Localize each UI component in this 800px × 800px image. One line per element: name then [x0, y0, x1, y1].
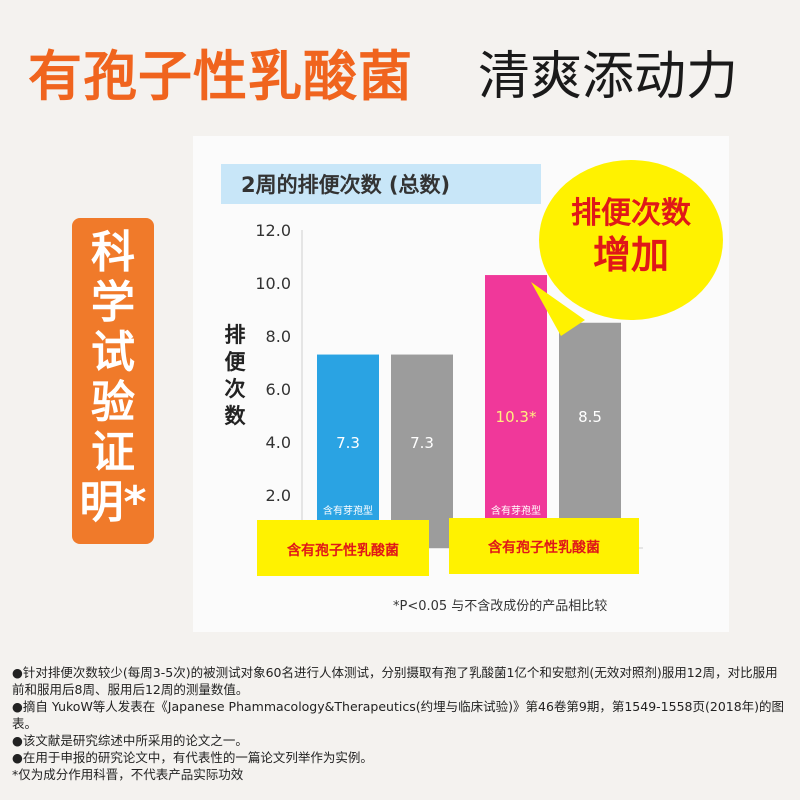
side-badge-text: 科学试验证明* [79, 227, 147, 528]
y-axis-label: 排便次数 [225, 323, 247, 428]
footnote-3: ●该文献是研究综述中所采用的论文之一。 [12, 733, 248, 748]
bar-tag-label: 含有芽孢型 [323, 504, 373, 517]
footnote-4: ●在用于申报的研究论文中，有代表性的一篇论文列举作为实例。 [12, 750, 373, 765]
footnote-2: ●摘自 YukoW等人发表在《Japanese Phammacology&The… [12, 699, 785, 731]
bar-value-label: 10.3* [496, 408, 537, 426]
y-axis-label-char: 排 [225, 323, 246, 347]
y-tick-label: 6.0 [266, 380, 291, 399]
callout-right-text: 含有孢子性乳酸菌 [488, 539, 600, 556]
y-tick-label: 12.0 [255, 221, 291, 240]
callout-left-box [257, 520, 429, 576]
bar-value-label: 7.3 [336, 434, 360, 452]
side-badge: 科学试验证明* [72, 218, 154, 544]
bar [559, 322, 621, 548]
bubble-line2: 增加 [593, 233, 669, 277]
y-tick-label: 8.0 [266, 327, 291, 346]
callout-left-text: 含有孢子性乳酸菌 [287, 542, 399, 559]
bar-value-label: 7.3 [410, 434, 434, 452]
chart-title: 2周的排便次数 (总数) [241, 173, 450, 197]
bar-tag-label: 含有芽孢型 [491, 504, 541, 517]
bubble-body [539, 160, 723, 320]
y-tick-label: 2.0 [266, 486, 291, 505]
footnote-1: ●针对排便次数较少(每周3-5次)的被测试对象60名进行人体测试，分别摄取有孢了… [12, 665, 778, 697]
headline-main: 有孢子性乳酸菌 [28, 45, 413, 108]
bubble-line1: 排便次数 [571, 196, 692, 231]
significance-note: *P<0.05 与不含改成份的产品相比较 [393, 598, 607, 614]
bar [485, 275, 547, 548]
callout-right-box [449, 518, 639, 574]
y-tick-label: 10.0 [255, 274, 291, 293]
y-axis-label-char: 次 [225, 377, 246, 401]
y-axis-label-char: 数 [225, 404, 247, 428]
bar [317, 354, 379, 548]
footnotes: ●针对排便次数较少(每周3-5次)的被测试对象60名进行人体测试，分别摄取有孢了… [12, 664, 790, 783]
y-tick-label: 4.0 [266, 433, 291, 452]
y-axis-ticks: 2.0 4.0 6.0 8.0 10.0 12.0 [255, 221, 291, 505]
chart-title-bar [221, 164, 541, 204]
bar-chart: 2周的排便次数 (总数) 排便次数 2.0 4.0 6.0 8.0 10.0 12.0 7… [221, 160, 723, 614]
bubble-tail [531, 282, 585, 336]
footnote-5: *仅为成分作用科晋，不代表产品实际功效 [12, 767, 244, 782]
headline-sub: 清爽添动力 [478, 47, 739, 107]
highlight-bubble: 排便次数 增加 [531, 160, 723, 336]
bar [391, 354, 453, 548]
headline: 有孢子性乳酸菌 清爽添动力 [0, 0, 800, 130]
chart-panel: 2周的排便次数 (总数) 排便次数 2.0 4.0 6.0 8.0 10.0 12.0 7… [193, 136, 729, 632]
bars: 7.3 含有芽孢型 7.3 10.3* 含有芽孢型 8.5 [317, 275, 621, 548]
y-axis-label-char: 便 [225, 350, 247, 374]
bar-value-label: 8.5 [578, 408, 602, 426]
